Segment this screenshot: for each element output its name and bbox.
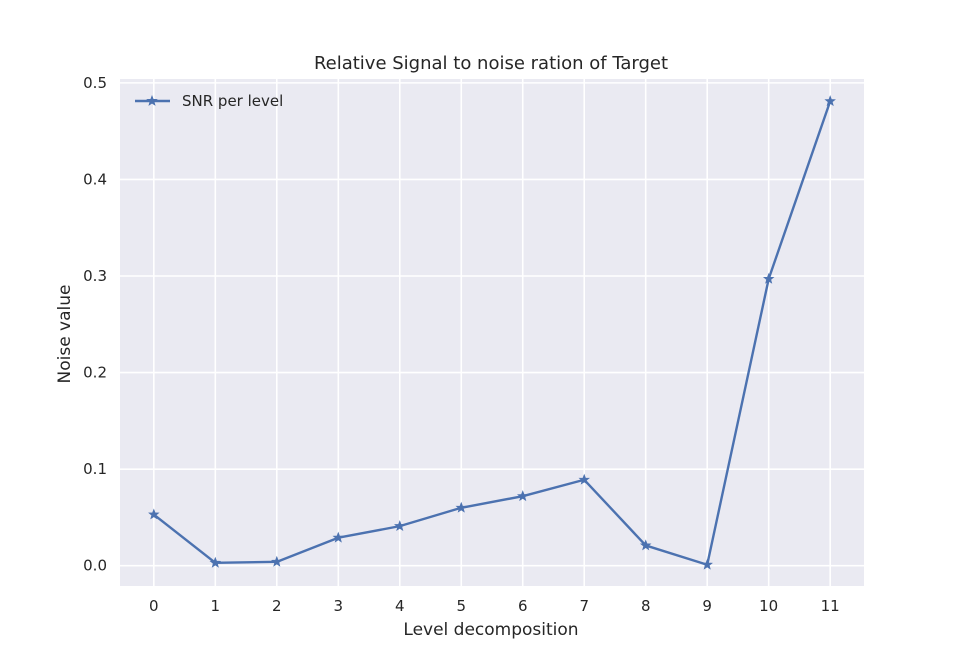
y-axis-label: Noise value xyxy=(55,285,75,384)
x-tick-label: 8 xyxy=(641,597,651,615)
y-tick-label: 0.4 xyxy=(83,170,107,188)
x-tick-label: 9 xyxy=(702,597,712,615)
y-tick-label: 0.0 xyxy=(83,557,107,575)
x-tick-label: 2 xyxy=(272,597,282,615)
y-tick-label: 0.3 xyxy=(83,267,107,285)
legend-label: SNR per level xyxy=(182,92,283,110)
x-tick-label: 11 xyxy=(821,597,840,615)
y-tick-label: 0.2 xyxy=(83,364,107,382)
x-tick-label: 5 xyxy=(456,597,466,615)
x-tick-label: 3 xyxy=(334,597,344,615)
x-axis-label: Level decomposition xyxy=(403,620,578,640)
y-tick-label: 0.5 xyxy=(83,74,107,92)
x-tick-label: 4 xyxy=(395,597,405,615)
x-tick-label: 10 xyxy=(759,597,778,615)
x-tick-label: 7 xyxy=(579,597,589,615)
x-tick-label: 0 xyxy=(149,597,159,615)
plot-area xyxy=(120,79,864,586)
chart-title: Relative Signal to noise ration of Targe… xyxy=(314,53,668,74)
x-tick-label: 1 xyxy=(211,597,221,615)
y-tick-label: 0.1 xyxy=(83,460,107,478)
x-tick-label: 6 xyxy=(518,597,528,615)
